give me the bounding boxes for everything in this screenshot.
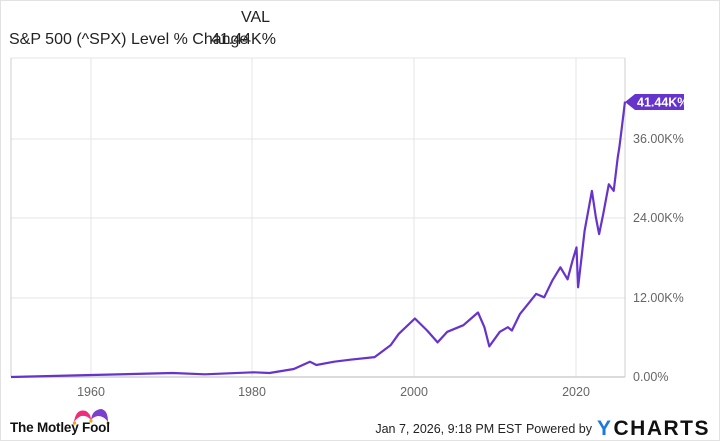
ycharts-wordmark: CHARTS <box>613 417 710 440</box>
y-tick-label: 0.00% <box>633 370 668 384</box>
legend-column-header: VAL <box>241 9 271 26</box>
ycharts-logo[interactable]: Y CHARTS <box>597 417 710 441</box>
brand-name: The Motley Fool <box>10 420 110 435</box>
legend-series-label: S&P 500 (^SPX) Level % Change <box>9 31 249 48</box>
powered-by-label: Powered by <box>525 422 592 436</box>
current-value-label: 41.44K% <box>637 96 688 110</box>
x-tick-label: 1960 <box>77 385 105 399</box>
x-tick-label: 1980 <box>238 385 266 399</box>
series-line <box>10 101 627 379</box>
y-tick-label: 24.00K% <box>633 211 684 225</box>
timestamp: Jan 7, 2026, 9:18 PM EST <box>375 422 522 436</box>
attribution: Jan 7, 2026, 9:18 PM EST Powered by Y CH… <box>375 417 710 441</box>
jester-hat-icon <box>72 409 110 425</box>
y-tick-label: 36.00K% <box>633 132 684 146</box>
legend-series-value: 41.44K% <box>211 31 276 48</box>
grid <box>10 57 626 378</box>
ycharts-y-icon: Y <box>596 417 613 440</box>
legend-series-row[interactable]: S&P 500 (^SPX) Level % Change 41.44K% <box>9 31 276 49</box>
x-tick-label: 2000 <box>400 385 428 399</box>
y-tick-label: 12.00K% <box>633 291 684 305</box>
x-tick-label: 2020 <box>562 385 590 399</box>
current-value-flag: 41.44K% <box>625 94 688 110</box>
